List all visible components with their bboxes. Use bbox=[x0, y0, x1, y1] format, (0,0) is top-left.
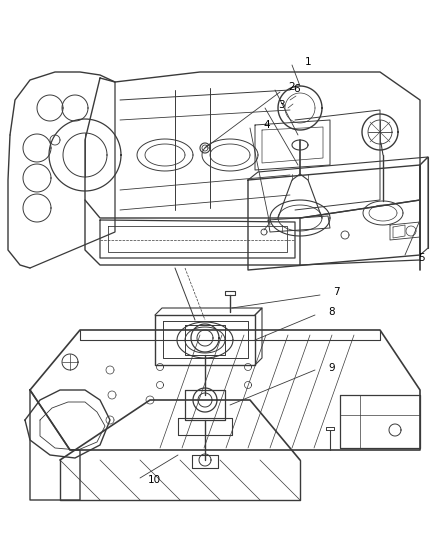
Text: 6: 6 bbox=[293, 84, 300, 94]
Text: 9: 9 bbox=[328, 363, 335, 373]
Text: 3: 3 bbox=[278, 100, 285, 110]
Text: 7: 7 bbox=[333, 287, 339, 297]
Text: 4: 4 bbox=[263, 120, 270, 130]
Text: 2: 2 bbox=[288, 82, 295, 92]
Text: 8: 8 bbox=[328, 307, 335, 317]
Text: 1: 1 bbox=[305, 57, 311, 67]
Text: 5: 5 bbox=[418, 253, 424, 263]
Text: 10: 10 bbox=[148, 475, 161, 485]
